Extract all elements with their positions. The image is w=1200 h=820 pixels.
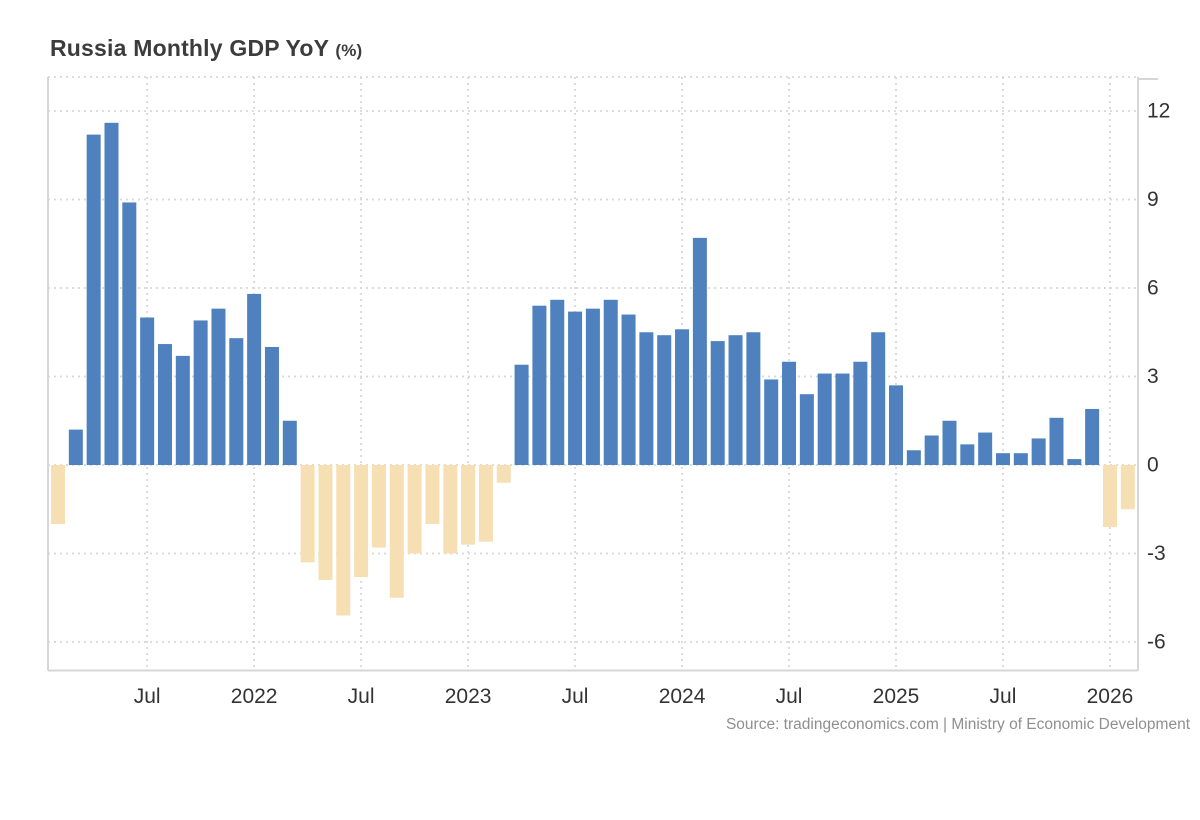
x-tick-label-2022: 2022 <box>231 685 278 708</box>
bar-2021-04[interactable] <box>86 134 101 465</box>
axis-lines <box>47 77 1158 672</box>
bar-2023-03[interactable] <box>496 465 511 483</box>
bar-2022-05[interactable] <box>318 465 333 581</box>
bar-2021-10[interactable] <box>193 320 208 465</box>
source-attribution: Source: tradingeconomics.com | Ministry … <box>725 716 1190 733</box>
bar-2025-08[interactable] <box>1013 453 1028 465</box>
x-tick-label-Jul: Jul <box>134 685 161 708</box>
bar-2025-10[interactable] <box>1049 417 1064 465</box>
bar-2025-12[interactable] <box>1085 408 1100 465</box>
bar-2021-05[interactable] <box>104 122 119 466</box>
bar-2023-05[interactable] <box>532 305 547 465</box>
bar-2023-11[interactable] <box>639 332 654 465</box>
bar-2025-07[interactable] <box>995 453 1010 465</box>
bar-2022-12[interactable] <box>443 465 458 554</box>
bar-2024-05[interactable] <box>746 332 761 465</box>
bar-2025-02[interactable] <box>906 450 921 465</box>
bar-2024-03[interactable] <box>710 341 725 465</box>
bar-2025-06[interactable] <box>978 432 993 465</box>
bar-2025-03[interactable] <box>924 435 939 466</box>
bar-2023-06[interactable] <box>550 299 565 465</box>
x-tick-label-Jul: Jul <box>348 685 375 708</box>
bar-2022-02[interactable] <box>264 347 279 465</box>
bar-2022-01[interactable] <box>247 293 262 465</box>
bar-2021-07[interactable] <box>140 317 155 466</box>
x-tick-label-2025: 2025 <box>873 685 920 708</box>
bar-2024-08[interactable] <box>799 394 814 465</box>
y-tick-label-3: 3 <box>1147 365 1159 388</box>
chart-title-text: Russia Monthly GDP YoY <box>50 35 329 61</box>
bar-2025-11[interactable] <box>1067 459 1082 465</box>
bar-2025-01[interactable] <box>889 385 904 465</box>
bar-2024-01[interactable] <box>675 329 690 465</box>
bar-2022-08[interactable] <box>371 465 386 548</box>
bar-2023-01[interactable] <box>461 465 476 545</box>
page-title: Russia Monthly GDP YoY (%) <box>50 35 363 61</box>
bar-2021-08[interactable] <box>157 344 172 465</box>
bar-2021-09[interactable] <box>175 355 190 465</box>
bar-2023-07[interactable] <box>568 311 583 465</box>
y-tick-label--3: -3 <box>1147 542 1166 565</box>
bar-2024-06[interactable] <box>764 379 779 465</box>
bar-2023-08[interactable] <box>585 308 600 465</box>
bar-2023-09[interactable] <box>603 299 618 465</box>
bar-2022-03[interactable] <box>282 420 297 465</box>
bar-2024-09[interactable] <box>817 373 832 465</box>
y-tick-label-12: 12 <box>1147 100 1170 123</box>
bar-2024-10[interactable] <box>835 373 850 465</box>
bar-2022-04[interactable] <box>300 465 315 563</box>
bar-2022-07[interactable] <box>354 465 369 578</box>
x-tick-label-Jul: Jul <box>562 685 589 708</box>
bar-2023-12[interactable] <box>657 335 672 465</box>
x-tick-label-Jul: Jul <box>990 685 1017 708</box>
axis-labels: 12 9 6 3 0 -3 -6 Jul 2022 Jul 2023 Jul 2024 Jul 2025 Ju… <box>134 100 1171 709</box>
bar-2021-12[interactable] <box>229 338 244 465</box>
bar-2023-04[interactable] <box>514 364 529 465</box>
bar-2024-04[interactable] <box>728 335 743 465</box>
bar-2021-06[interactable] <box>122 202 137 465</box>
y-tick-label-0: 0 <box>1147 454 1159 477</box>
y-tick-label--6: -6 <box>1147 631 1166 654</box>
x-tick-label-2023: 2023 <box>445 685 492 708</box>
bar-2026-02[interactable] <box>1120 465 1135 510</box>
bar-2024-02[interactable] <box>692 237 707 465</box>
y-tick-label-6: 6 <box>1147 277 1159 300</box>
x-tick-label-2026: 2026 <box>1087 685 1134 708</box>
bar-2022-10[interactable] <box>407 465 422 554</box>
bar-series <box>51 122 1135 616</box>
bar-2026-01[interactable] <box>1102 465 1117 527</box>
x-tick-label-2024: 2024 <box>659 685 706 708</box>
bar-2024-11[interactable] <box>853 361 868 465</box>
bar-2024-12[interactable] <box>871 332 886 465</box>
bar-2021-11[interactable] <box>211 308 226 465</box>
bar-2022-11[interactable] <box>425 465 440 524</box>
chart-title-unit: (%) <box>335 41 363 60</box>
bar-2024-07[interactable] <box>782 361 797 465</box>
bar-2023-10[interactable] <box>621 314 636 465</box>
bar-2021-03[interactable] <box>68 429 83 465</box>
x-tick-label-Jul: Jul <box>776 685 803 708</box>
bar-2023-02[interactable] <box>478 465 493 542</box>
bar-2025-05[interactable] <box>960 444 975 465</box>
bar-2021-02[interactable] <box>51 465 65 524</box>
bar-2025-09[interactable] <box>1031 438 1046 465</box>
bar-2025-04[interactable] <box>942 420 957 465</box>
bar-2022-06[interactable] <box>336 465 351 616</box>
bar-2022-09[interactable] <box>389 465 404 598</box>
y-tick-label-9: 9 <box>1147 188 1159 211</box>
